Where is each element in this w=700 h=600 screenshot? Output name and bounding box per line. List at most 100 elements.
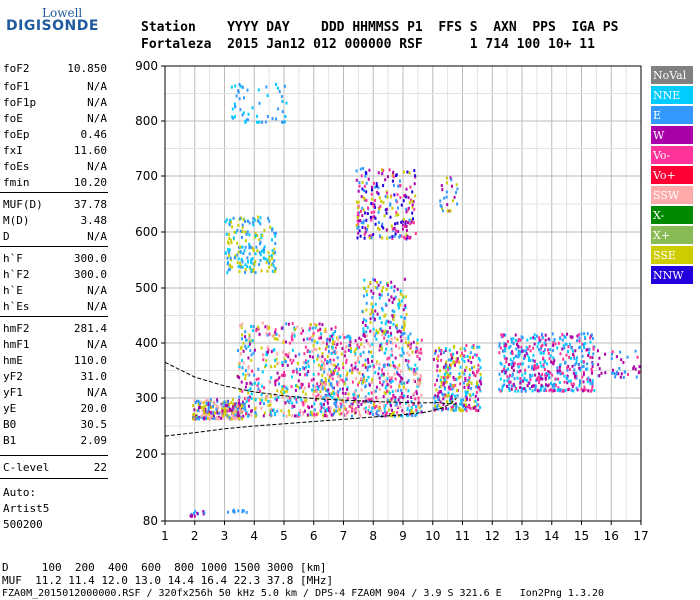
echo-point [264,398,267,402]
echo-point [285,340,287,344]
echo-point [320,332,323,336]
echo-point [452,352,455,356]
echo-point [375,385,378,389]
echo-point [534,384,537,388]
echo-point [519,378,522,382]
echo-point [228,409,231,413]
echo-point [344,392,347,396]
echo-point [402,328,405,331]
param-name: yF2 [3,370,23,383]
echo-point [294,354,297,358]
echo-point [438,390,441,394]
echo-point [320,334,323,338]
echo-point [232,216,235,220]
echo-point [442,397,445,401]
echo-point [380,168,383,172]
echo-point [415,371,418,375]
echo-point [339,374,342,378]
echo-point [365,330,368,334]
echo-point [217,405,220,409]
echo-point [403,277,406,281]
echo-point [468,368,471,371]
echo-point [298,373,301,376]
echo-point [312,344,315,348]
echo-point [356,359,359,363]
echo-point [401,325,403,329]
echo-point [295,384,297,387]
echo-point [455,404,458,408]
echo-point [512,364,515,368]
echo-point [626,355,629,359]
true-height-profile-line [164,397,457,437]
echo-point [611,371,614,375]
echo-point [374,285,377,289]
echo-point [355,347,358,351]
echo-point [362,327,365,331]
echo-point [385,211,388,215]
echo-point [277,395,280,399]
echo-point [478,379,481,383]
echo-point [353,400,356,404]
echo-point [388,383,391,387]
echo-point [337,375,340,378]
echo-point [377,331,380,334]
echo-point [552,349,555,353]
echo-point [396,372,399,376]
echo-point [266,258,269,262]
echo-point [584,388,587,392]
echo-point [342,409,345,413]
echo-point [469,406,472,410]
echo-point [258,332,261,336]
echo-point [274,383,277,387]
echo-point [393,234,396,238]
echo-point [236,404,239,408]
echo-point [513,377,516,381]
echo-point [399,376,402,380]
echo-point [399,289,402,293]
echo-point [285,101,288,105]
echo-point [369,215,372,219]
echo-point [586,332,589,336]
echo-point [622,361,625,364]
echo-point [236,414,239,418]
echo-point [221,407,224,411]
echo-point [357,206,360,210]
echo-point [533,333,536,337]
echo-point [320,395,322,399]
echo-point [440,380,443,384]
echo-point [405,210,408,214]
echo-point [374,334,377,338]
echo-point [324,398,326,402]
echo-point [355,224,358,227]
echo-point [205,413,208,417]
echo-point [341,399,344,403]
echo-point [287,355,290,359]
echo-point [232,236,235,240]
echo-point [272,264,275,268]
echo-point [357,383,359,387]
echo-point [290,361,293,365]
echo-point [390,347,393,351]
echo-point [613,372,616,375]
echo-point [411,211,414,215]
echo-point [356,226,359,230]
echo-point [313,412,315,416]
echo-point [394,403,397,407]
echo-point [466,382,469,386]
param-value: 22 [93,461,107,474]
echo-point [224,252,227,255]
echo-point [371,188,373,192]
echo-point [436,404,439,408]
echo-point [207,416,209,420]
echo-point [403,331,406,335]
echo-point [216,411,219,415]
echo-point [548,389,551,393]
echo-point [363,236,366,240]
echo-point [328,376,331,380]
echo-point [221,401,224,405]
echo-point [358,410,361,414]
echo-point [498,387,501,391]
param-value: 300.0 [73,252,107,265]
echo-point [312,333,315,337]
param-row: h`E N/A [3,284,107,298]
